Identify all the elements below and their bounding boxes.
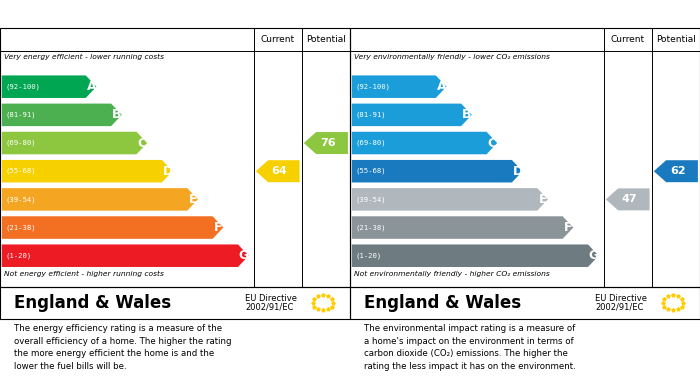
Polygon shape [1,216,223,239]
Polygon shape [1,188,198,211]
Text: Not environmentally friendly - higher CO₂ emissions: Not environmentally friendly - higher CO… [354,271,550,277]
Text: (92-100): (92-100) [6,83,41,90]
Text: The energy efficiency rating is a measure of the
overall efficiency of a home. T: The energy efficiency rating is a measur… [14,325,232,371]
Polygon shape [1,160,173,183]
Text: (21-38): (21-38) [355,224,386,231]
Text: Environmental Impact (CO₂) Rating: Environmental Impact (CO₂) Rating [364,7,626,21]
Text: (69-80): (69-80) [355,140,386,146]
Polygon shape [351,216,573,239]
Text: (1-20): (1-20) [6,253,32,259]
Polygon shape [351,75,447,98]
Text: D: D [512,165,523,178]
Text: Very environmentally friendly - lower CO₂ emissions: Very environmentally friendly - lower CO… [354,54,550,60]
Text: Current: Current [260,35,295,44]
Text: Potential: Potential [656,35,696,44]
Text: B: B [462,108,472,121]
Polygon shape [606,188,650,210]
Text: 47: 47 [622,194,638,204]
Text: Not energy efficient - higher running costs: Not energy efficient - higher running co… [4,271,163,277]
Text: 2002/91/EC: 2002/91/EC [595,303,643,312]
Text: (81-91): (81-91) [355,111,386,118]
Text: E: E [189,193,197,206]
Polygon shape [256,160,300,182]
Text: F: F [214,221,223,234]
Text: Current: Current [610,35,645,44]
Polygon shape [1,104,122,126]
Text: (81-91): (81-91) [6,111,36,118]
Text: G: G [589,249,599,262]
Polygon shape [1,132,147,154]
Text: E: E [539,193,547,206]
Polygon shape [304,132,348,154]
Text: Potential: Potential [306,35,346,44]
Text: 2002/91/EC: 2002/91/EC [245,303,293,312]
Text: C: C [488,136,497,149]
Text: 76: 76 [320,138,335,148]
Text: C: C [138,136,147,149]
Text: (92-100): (92-100) [355,83,391,90]
Text: Energy Efficiency Rating: Energy Efficiency Rating [14,7,197,21]
Text: England & Wales: England & Wales [364,294,521,312]
Text: EU Directive: EU Directive [245,294,297,303]
Polygon shape [351,244,598,267]
Text: (21-38): (21-38) [6,224,36,231]
Text: F: F [564,221,573,234]
Text: EU Directive: EU Directive [595,294,647,303]
Polygon shape [351,160,522,183]
Text: The environmental impact rating is a measure of
a home's impact on the environme: The environmental impact rating is a mea… [364,325,575,371]
Text: (55-68): (55-68) [6,168,36,174]
Text: D: D [162,165,173,178]
Text: (39-54): (39-54) [355,196,386,203]
Text: G: G [239,249,249,262]
Text: A: A [437,80,447,93]
Text: Very energy efficient - lower running costs: Very energy efficient - lower running co… [4,54,164,60]
Polygon shape [351,104,472,126]
Polygon shape [654,160,698,182]
Text: England & Wales: England & Wales [14,294,171,312]
Text: 62: 62 [670,166,685,176]
Text: B: B [112,108,122,121]
Text: (69-80): (69-80) [6,140,36,146]
Text: 64: 64 [272,166,288,176]
Polygon shape [1,75,97,98]
Text: (39-54): (39-54) [6,196,36,203]
Polygon shape [1,244,248,267]
Text: (1-20): (1-20) [355,253,382,259]
Text: (55-68): (55-68) [355,168,386,174]
Text: A: A [87,80,97,93]
Polygon shape [351,132,497,154]
Polygon shape [351,188,548,211]
